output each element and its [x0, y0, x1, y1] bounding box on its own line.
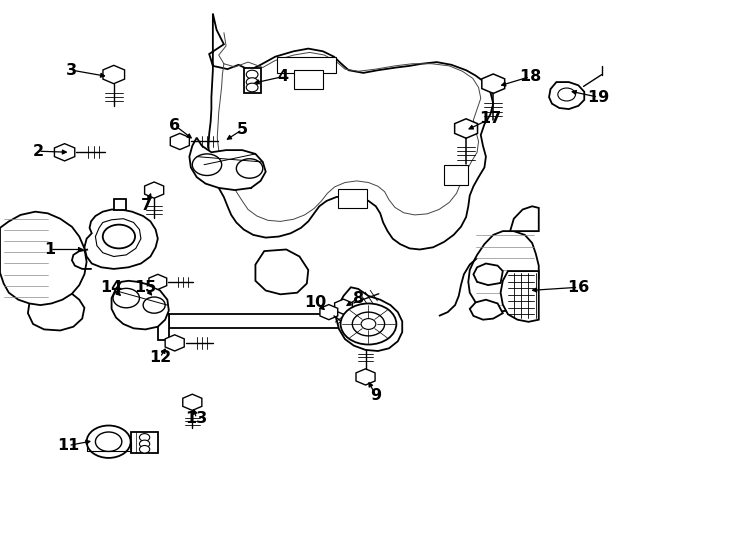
Text: 17: 17	[479, 111, 501, 126]
Circle shape	[95, 432, 122, 451]
Polygon shape	[103, 65, 125, 84]
Polygon shape	[84, 210, 158, 269]
Polygon shape	[244, 68, 261, 93]
Polygon shape	[360, 314, 371, 340]
Polygon shape	[149, 274, 167, 289]
Polygon shape	[468, 231, 539, 312]
Polygon shape	[338, 189, 367, 208]
Text: 14: 14	[101, 280, 123, 295]
Text: 16: 16	[567, 280, 589, 295]
Polygon shape	[501, 271, 539, 322]
Polygon shape	[454, 119, 478, 138]
Polygon shape	[336, 287, 402, 351]
Polygon shape	[165, 335, 184, 351]
Circle shape	[236, 159, 263, 178]
Text: 13: 13	[186, 411, 208, 426]
Polygon shape	[470, 300, 503, 320]
Polygon shape	[158, 314, 169, 340]
Polygon shape	[255, 249, 308, 294]
Circle shape	[247, 78, 258, 86]
Polygon shape	[170, 133, 189, 150]
Polygon shape	[95, 219, 141, 256]
Circle shape	[341, 303, 396, 345]
Polygon shape	[549, 82, 584, 109]
Circle shape	[558, 88, 575, 101]
Polygon shape	[208, 14, 493, 249]
Polygon shape	[131, 432, 158, 453]
Circle shape	[247, 70, 258, 79]
Text: 3: 3	[66, 63, 78, 78]
Polygon shape	[145, 182, 164, 198]
Polygon shape	[294, 70, 323, 89]
Polygon shape	[54, 144, 75, 161]
Circle shape	[139, 434, 150, 441]
Text: 4: 4	[277, 69, 288, 84]
Text: 2: 2	[32, 144, 44, 159]
Text: 8: 8	[352, 291, 364, 306]
Circle shape	[87, 426, 131, 458]
Polygon shape	[510, 206, 539, 231]
Circle shape	[139, 440, 150, 448]
Polygon shape	[473, 264, 503, 285]
Text: 19: 19	[587, 90, 609, 105]
Polygon shape	[228, 168, 251, 188]
Polygon shape	[114, 199, 126, 210]
Polygon shape	[335, 299, 352, 314]
Text: 1: 1	[44, 242, 56, 257]
Polygon shape	[444, 165, 468, 185]
Circle shape	[352, 312, 385, 336]
Polygon shape	[189, 138, 266, 190]
Text: 7: 7	[141, 198, 153, 213]
Text: 18: 18	[519, 69, 541, 84]
Circle shape	[247, 83, 258, 92]
Polygon shape	[112, 281, 169, 329]
Text: 5: 5	[236, 122, 248, 137]
Text: 9: 9	[370, 388, 382, 403]
Polygon shape	[183, 394, 202, 410]
Polygon shape	[169, 314, 360, 328]
Text: 10: 10	[305, 295, 327, 310]
Circle shape	[103, 225, 135, 248]
Polygon shape	[277, 57, 336, 73]
Polygon shape	[482, 74, 505, 93]
Circle shape	[139, 446, 150, 453]
Text: 6: 6	[169, 118, 181, 133]
Polygon shape	[143, 314, 158, 324]
Circle shape	[143, 297, 165, 313]
Text: 15: 15	[134, 280, 156, 295]
Polygon shape	[320, 305, 338, 320]
Polygon shape	[356, 369, 375, 385]
Text: 12: 12	[149, 350, 171, 365]
Text: 11: 11	[57, 438, 79, 453]
Circle shape	[361, 319, 376, 329]
Circle shape	[113, 288, 139, 308]
Polygon shape	[0, 212, 87, 305]
Circle shape	[192, 154, 222, 176]
